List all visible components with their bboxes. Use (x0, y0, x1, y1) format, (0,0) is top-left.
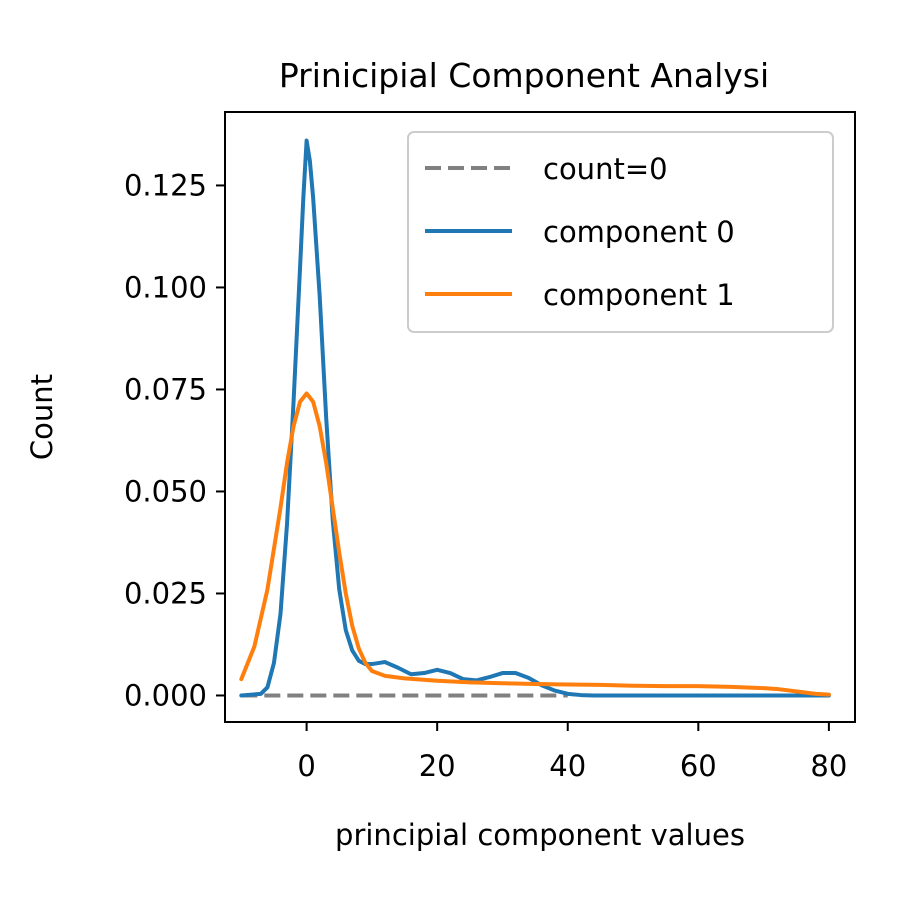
chart-title: Prinicipial Component Analysi (279, 56, 769, 95)
legend-frame (407, 131, 834, 333)
x-axis-ticks: 0 20 40 60 80 (297, 722, 847, 783)
series-layer (239, 138, 831, 698)
x-tick-label: 60 (680, 749, 717, 783)
legend: count=0 component 0 component 1 (407, 131, 834, 333)
series-line-2 (239, 391, 831, 697)
legend-label-0: count=0 (543, 152, 668, 186)
legend-items: count=0 component 0 component 1 (425, 152, 735, 312)
y-tick-label: 0.000 (124, 678, 207, 712)
y-tick-label: 0.025 (124, 576, 207, 610)
legend-label-1: component 0 (543, 215, 735, 249)
y-tick-label: 0.050 (124, 474, 207, 508)
series-line-1 (239, 138, 831, 698)
y-tick-label: 0.100 (124, 270, 207, 304)
y-tick-label: 0.075 (124, 372, 207, 406)
y-axis-label: Count (25, 374, 59, 460)
x-tick-label: 0 (297, 749, 315, 783)
x-tick-label: 40 (549, 749, 586, 783)
plot-frame (224, 111, 856, 723)
x-axis-label: principial component values (335, 818, 745, 852)
x-tick-label: 80 (810, 749, 847, 783)
y-tick-label: 0.125 (124, 168, 207, 202)
plot-area (224, 111, 856, 723)
y-axis-ticks: 0.000 0.025 0.050 0.075 0.100 0.125 (124, 168, 225, 712)
x-tick-label: 20 (419, 749, 456, 783)
legend-label-2: component 1 (543, 278, 735, 312)
